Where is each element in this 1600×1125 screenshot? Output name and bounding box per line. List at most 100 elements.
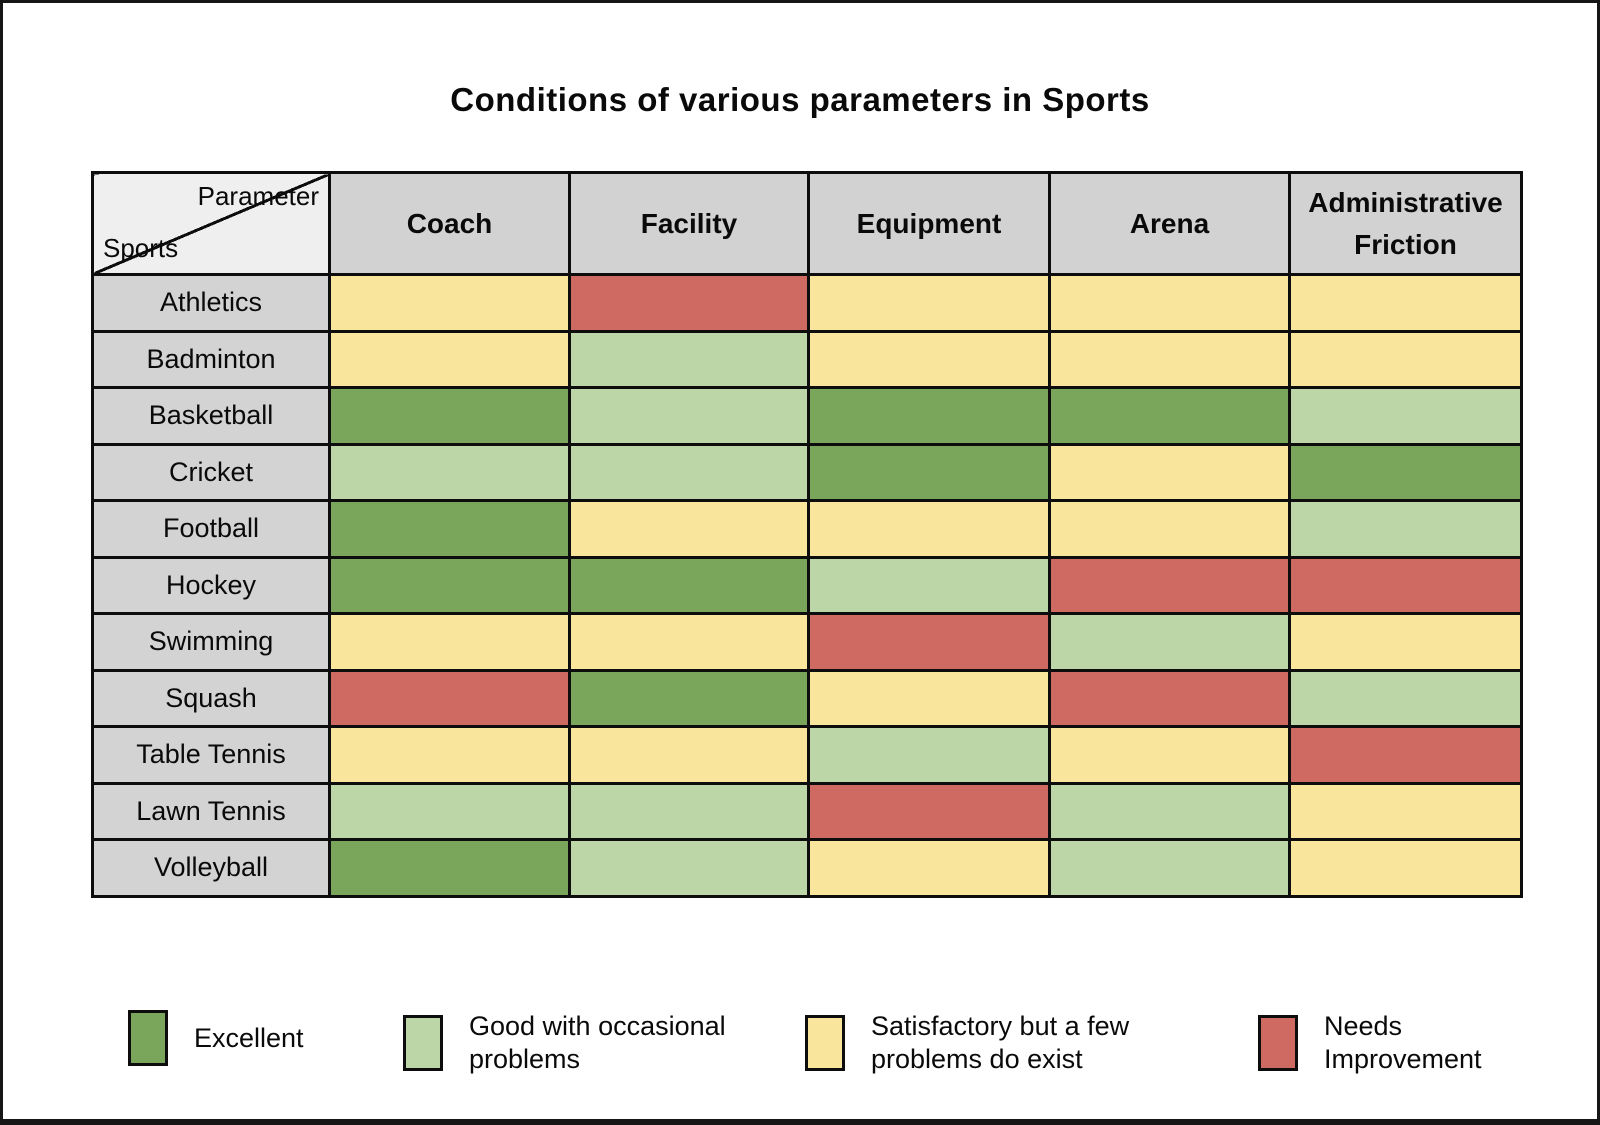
legend-item-good: Good with occasional problems [403,1010,726,1076]
cell-swimming-administrative-friction [1288,612,1523,672]
legend-label-good: Good with occasional problems [469,1011,726,1074]
cell-lawn-tennis-equipment [807,781,1051,841]
row-label-squash: Squash [91,668,331,728]
row-label-table-tennis: Table Tennis [91,725,331,785]
legend-item-excellent: Excellent [128,1010,304,1066]
cell-squash-administrative-friction [1288,668,1523,728]
legend-swatch-good [403,1015,443,1071]
cell-table-tennis-coach [328,725,571,785]
cell-football-equipment [807,499,1051,559]
legend-item-satisfactory: Satisfactory but a few problems do exist [805,1010,1129,1076]
cell-hockey-coach [328,555,571,615]
cell-lawn-tennis-facility [568,781,810,841]
row-label-basketball: Basketball [91,386,331,446]
cell-cricket-facility [568,442,810,502]
cell-athletics-facility [568,273,810,333]
cell-cricket-coach [328,442,571,502]
cell-squash-arena [1048,668,1291,728]
cell-table-tennis-equipment [807,725,1051,785]
table-row: Badminton [91,329,1523,389]
row-label-volleyball: Volleyball [91,838,331,898]
cell-basketball-facility [568,386,810,446]
cell-football-administrative-friction [1288,499,1523,559]
cell-athletics-arena [1048,273,1291,333]
table-row: Football [91,499,1523,559]
corner-sports-label: Sports [103,233,179,263]
cell-hockey-facility [568,555,810,615]
cell-badminton-administrative-friction [1288,329,1523,389]
cell-squash-equipment [807,668,1051,728]
table-row: Cricket [91,442,1523,502]
table-row: Hockey [91,555,1523,615]
legend-label-excellent: Excellent [194,1022,304,1053]
cell-athletics-equipment [807,273,1051,333]
page-title: Conditions of various parameters in Spor… [450,81,1150,118]
row-label-lawn-tennis: Lawn Tennis [91,781,331,841]
table-row: Squash [91,668,1523,728]
cell-table-tennis-administrative-friction [1288,725,1523,785]
cell-badminton-arena [1048,329,1291,389]
row-label-badminton: Badminton [91,329,331,389]
table-row: Volleyball [91,838,1523,898]
cell-volleyball-coach [328,838,571,898]
column-header-arena: Arena [1048,171,1291,276]
legend-label-satisfactory: Satisfactory but a few problems do exist [871,1011,1130,1074]
legend-swatch-excellent [128,1010,168,1066]
cell-squash-facility [568,668,810,728]
cell-lawn-tennis-arena [1048,781,1291,841]
row-label-swimming: Swimming [91,612,331,672]
cell-volleyball-equipment [807,838,1051,898]
corner-cell: Parameter Sports [91,171,331,276]
cell-basketball-administrative-friction [1288,386,1523,446]
cell-lawn-tennis-coach [328,781,571,841]
cell-table-tennis-facility [568,725,810,785]
cell-basketball-equipment [807,386,1051,446]
column-header-administrative-friction: Administrative Friction [1288,171,1523,276]
cell-basketball-arena [1048,386,1291,446]
header-row: Parameter Sports Coach Facility Equipment A… [91,171,1523,276]
corner-parameter-label: Parameter [197,181,319,211]
cell-cricket-equipment [807,442,1051,502]
row-label-athletics: Athletics [91,273,331,333]
cell-cricket-administrative-friction [1288,442,1523,502]
legend-swatch-satisfactory [805,1015,845,1071]
legend-item-needs: Needs Improvement [1258,1010,1482,1076]
cell-football-arena [1048,499,1291,559]
legend-label-needs: Needs Improvement [1324,1011,1482,1074]
cell-hockey-arena [1048,555,1291,615]
legend-swatch-needs [1258,1015,1298,1071]
cell-squash-coach [328,668,571,728]
column-header-coach: Coach [328,171,571,276]
table-row: Athletics [91,273,1523,333]
cell-badminton-facility [568,329,810,389]
cell-swimming-arena [1048,612,1291,672]
cell-table-tennis-arena [1048,725,1291,785]
cell-volleyball-facility [568,838,810,898]
cell-football-facility [568,499,810,559]
table-row: Table Tennis [91,725,1523,785]
cell-volleyball-administrative-friction [1288,838,1523,898]
cell-cricket-arena [1048,442,1291,502]
cell-swimming-equipment [807,612,1051,672]
cell-athletics-administrative-friction [1288,273,1523,333]
cell-lawn-tennis-administrative-friction [1288,781,1523,841]
table-row: Lawn Tennis [91,781,1523,841]
row-label-football: Football [91,499,331,559]
table-row: Basketball [91,386,1523,446]
column-header-equipment: Equipment [807,171,1051,276]
cell-volleyball-arena [1048,838,1291,898]
cell-basketball-coach [328,386,571,446]
table-row: Swimming [91,612,1523,672]
column-header-facility: Facility [568,171,810,276]
cell-badminton-equipment [807,329,1051,389]
row-label-cricket: Cricket [91,442,331,502]
cell-swimming-facility [568,612,810,672]
cell-football-coach [328,499,571,559]
cell-athletics-coach [328,273,571,333]
cell-hockey-equipment [807,555,1051,615]
cell-swimming-coach [328,612,571,672]
row-label-hockey: Hockey [91,555,331,615]
cell-hockey-administrative-friction [1288,555,1523,615]
cell-badminton-coach [328,329,571,389]
